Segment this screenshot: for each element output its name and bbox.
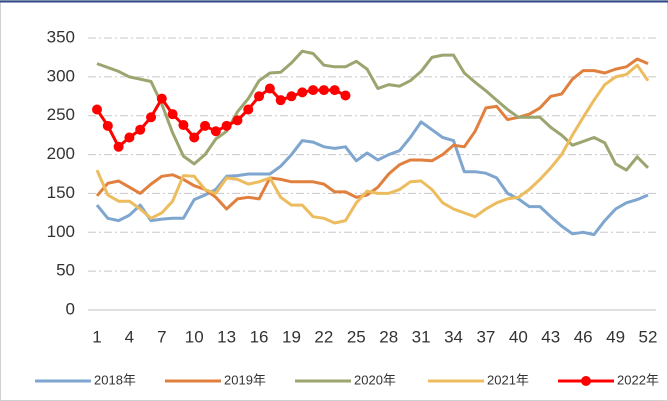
point-marker bbox=[102, 120, 113, 131]
legend-label: 2018年 bbox=[94, 372, 136, 387]
x-tick-label: 13 bbox=[217, 327, 236, 346]
point-marker bbox=[156, 93, 167, 104]
point-marker bbox=[178, 120, 189, 131]
x-tick-label: 46 bbox=[574, 327, 593, 346]
x-tick-label: 43 bbox=[541, 327, 560, 346]
x-tick-label: 16 bbox=[250, 327, 269, 346]
point-marker bbox=[243, 104, 254, 115]
x-tick-label: 22 bbox=[314, 327, 333, 346]
point-marker bbox=[254, 91, 265, 102]
series-line bbox=[95, 63, 650, 225]
point-marker bbox=[308, 85, 319, 96]
y-tick-label: 150 bbox=[47, 183, 75, 202]
x-tick-label: 19 bbox=[282, 327, 301, 346]
y-tick-label: 350 bbox=[47, 27, 75, 46]
point-marker bbox=[286, 91, 297, 102]
point-marker bbox=[167, 109, 178, 120]
series-line bbox=[96, 49, 650, 172]
legend-marker bbox=[581, 376, 591, 386]
x-tick-label: 31 bbox=[412, 327, 431, 346]
x-tick-label: 37 bbox=[476, 327, 495, 346]
x-tick-label: 4 bbox=[125, 327, 134, 346]
point-marker bbox=[146, 112, 157, 123]
legend-label: 2019年 bbox=[224, 372, 266, 387]
legend-label: 2020年 bbox=[354, 372, 396, 387]
y-tick-label: 300 bbox=[47, 66, 75, 85]
y-tick-label: 0 bbox=[66, 299, 75, 318]
point-marker bbox=[297, 87, 308, 98]
x-tick-label: 34 bbox=[444, 327, 463, 346]
x-tick-label: 28 bbox=[379, 327, 398, 346]
point-marker bbox=[200, 120, 211, 131]
x-tick-label: 25 bbox=[347, 327, 366, 346]
point-marker bbox=[189, 132, 200, 143]
point-marker bbox=[329, 85, 340, 96]
x-tick-label: 52 bbox=[639, 327, 658, 346]
x-tick-label: 1 bbox=[92, 327, 101, 346]
y-tick-label: 200 bbox=[47, 144, 75, 163]
point-marker bbox=[275, 95, 286, 106]
point-marker bbox=[92, 104, 102, 115]
point-marker bbox=[232, 115, 243, 126]
x-tick-label: 49 bbox=[606, 327, 625, 346]
legend-label: 2022年 bbox=[617, 372, 659, 387]
y-tick-label: 100 bbox=[47, 222, 75, 241]
point-marker bbox=[318, 85, 329, 96]
point-marker bbox=[221, 120, 232, 131]
point-marker bbox=[135, 124, 146, 135]
y-tick-label: 250 bbox=[47, 105, 75, 124]
point-marker bbox=[264, 83, 275, 94]
x-tick-label: 7 bbox=[157, 327, 166, 346]
point-marker bbox=[113, 141, 124, 152]
x-tick-label: 10 bbox=[185, 327, 204, 346]
x-tick-label: 40 bbox=[509, 327, 528, 346]
point-marker bbox=[124, 132, 135, 143]
point-marker bbox=[210, 126, 221, 137]
series-line bbox=[95, 120, 649, 237]
legend-label: 2021年 bbox=[487, 372, 529, 387]
y-tick-label: 50 bbox=[56, 261, 75, 280]
point-marker bbox=[340, 90, 351, 101]
